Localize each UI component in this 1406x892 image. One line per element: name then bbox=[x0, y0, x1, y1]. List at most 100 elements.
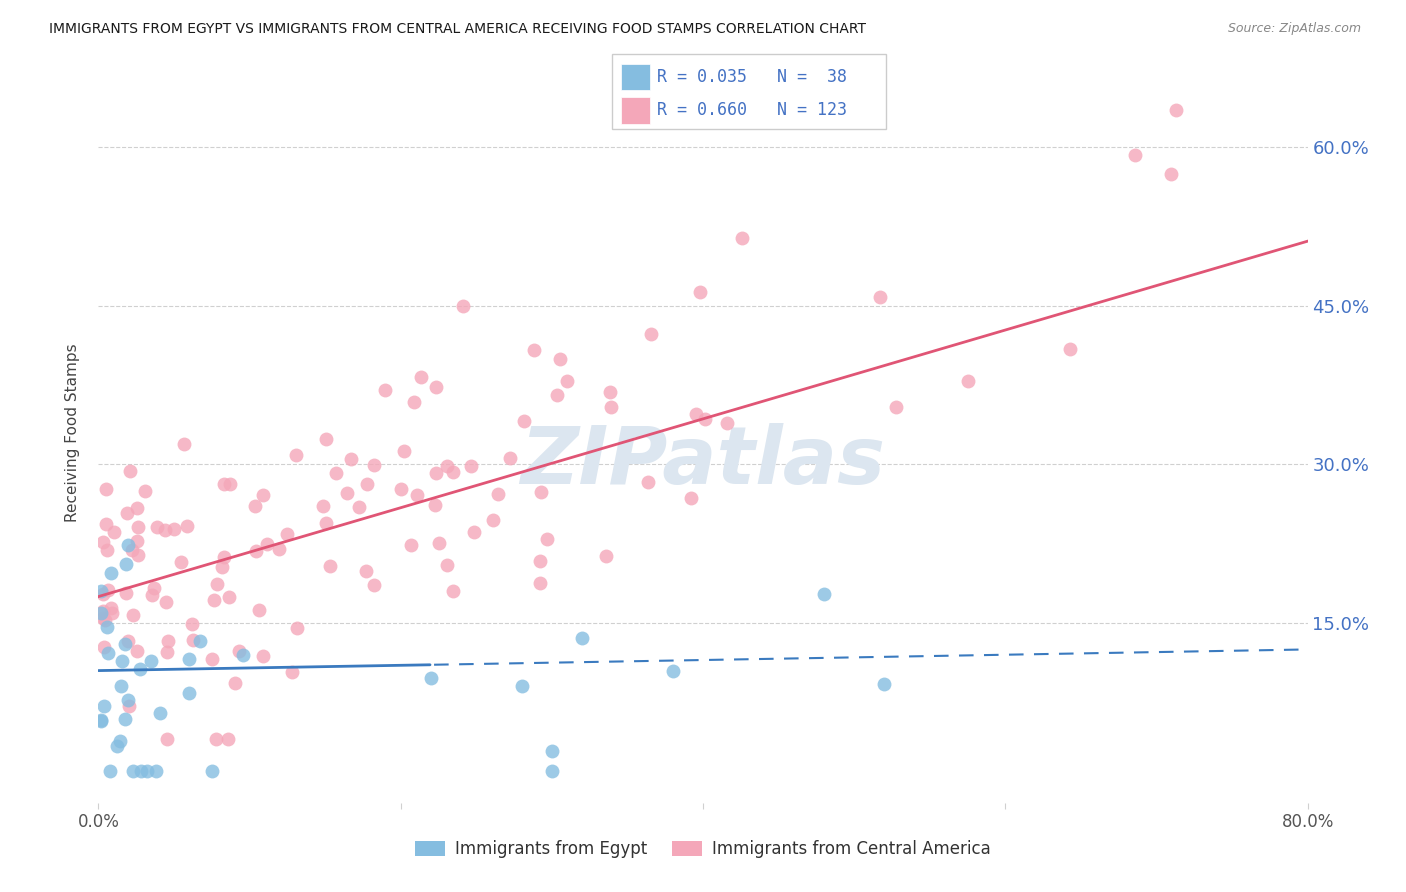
Point bbox=[389, 482, 412, 496]
Point bbox=[640, 326, 662, 341]
Point bbox=[141, 588, 163, 602]
Point bbox=[163, 522, 186, 536]
Point bbox=[91, 587, 114, 601]
Text: R = 0.035   N =  38: R = 0.035 N = 38 bbox=[657, 68, 846, 86]
Point bbox=[170, 555, 193, 569]
Point bbox=[117, 538, 139, 552]
Point bbox=[482, 513, 505, 527]
Point bbox=[409, 370, 432, 384]
Point bbox=[256, 537, 278, 551]
Point bbox=[142, 582, 165, 596]
Point bbox=[97, 582, 120, 597]
Point bbox=[127, 520, 149, 534]
Point bbox=[252, 648, 274, 663]
Point bbox=[276, 526, 298, 541]
Point bbox=[103, 524, 125, 539]
Point bbox=[117, 633, 139, 648]
Point bbox=[90, 583, 112, 598]
Point bbox=[530, 485, 553, 500]
Point bbox=[217, 732, 239, 747]
Point bbox=[429, 535, 451, 549]
Text: R = 0.660   N = 123: R = 0.660 N = 123 bbox=[657, 102, 846, 120]
Point bbox=[425, 380, 447, 394]
Y-axis label: Receiving Food Stamps: Receiving Food Stamps bbox=[65, 343, 80, 522]
Point bbox=[155, 523, 177, 537]
Point bbox=[125, 534, 148, 549]
Point bbox=[529, 576, 551, 591]
Point bbox=[232, 648, 254, 662]
Point bbox=[127, 548, 149, 562]
Text: ZIPatlas: ZIPatlas bbox=[520, 423, 886, 501]
Point bbox=[336, 485, 359, 500]
Point bbox=[1125, 148, 1147, 162]
Point bbox=[115, 557, 138, 571]
Point bbox=[201, 764, 224, 778]
Point bbox=[139, 654, 162, 668]
Point bbox=[110, 679, 132, 693]
Point bbox=[555, 374, 578, 388]
Point bbox=[157, 633, 180, 648]
Point bbox=[679, 491, 702, 505]
Point bbox=[957, 374, 980, 388]
Point bbox=[100, 600, 122, 615]
Point bbox=[188, 634, 211, 648]
Point bbox=[243, 500, 266, 514]
Point bbox=[93, 603, 115, 617]
Point bbox=[731, 231, 754, 245]
Point bbox=[205, 577, 228, 591]
Point bbox=[145, 764, 167, 778]
Point bbox=[595, 549, 617, 564]
Point bbox=[177, 651, 200, 665]
Point bbox=[180, 616, 202, 631]
Text: Source: ZipAtlas.com: Source: ZipAtlas.com bbox=[1227, 22, 1361, 36]
Point bbox=[224, 676, 246, 690]
Point bbox=[1160, 168, 1182, 182]
Point bbox=[94, 517, 117, 532]
Point bbox=[600, 400, 623, 414]
Point bbox=[637, 475, 659, 490]
Point bbox=[402, 394, 425, 409]
Point bbox=[460, 458, 482, 473]
Point bbox=[155, 595, 177, 609]
Point bbox=[540, 744, 562, 758]
Point bbox=[661, 665, 683, 679]
Point bbox=[129, 662, 152, 676]
Point bbox=[363, 458, 385, 472]
Point bbox=[105, 739, 128, 753]
Point bbox=[315, 433, 337, 447]
Point bbox=[183, 632, 205, 647]
Point bbox=[693, 412, 716, 426]
Point bbox=[523, 343, 546, 357]
Point bbox=[90, 714, 112, 728]
Point bbox=[813, 587, 835, 601]
Point bbox=[121, 542, 143, 557]
Point bbox=[245, 544, 267, 558]
Point bbox=[716, 416, 738, 430]
Point bbox=[212, 477, 235, 491]
Point bbox=[91, 534, 114, 549]
Point bbox=[91, 611, 114, 625]
Point bbox=[546, 388, 568, 402]
Point bbox=[571, 632, 593, 646]
Point bbox=[146, 519, 169, 533]
Point bbox=[90, 607, 112, 621]
Point bbox=[869, 290, 891, 304]
Point bbox=[149, 706, 172, 721]
Point bbox=[93, 699, 115, 714]
Point bbox=[100, 566, 122, 580]
Point bbox=[285, 448, 308, 462]
Point bbox=[689, 285, 711, 300]
Point bbox=[451, 299, 474, 313]
Point bbox=[1059, 342, 1081, 356]
Point bbox=[354, 564, 377, 578]
Point bbox=[499, 451, 522, 466]
Point bbox=[131, 764, 153, 778]
Point bbox=[118, 464, 141, 478]
Point bbox=[97, 647, 120, 661]
Point bbox=[218, 590, 240, 604]
Point bbox=[228, 644, 250, 658]
Point bbox=[356, 477, 378, 491]
Point bbox=[93, 640, 115, 655]
Point bbox=[441, 465, 464, 479]
Point bbox=[540, 764, 562, 778]
